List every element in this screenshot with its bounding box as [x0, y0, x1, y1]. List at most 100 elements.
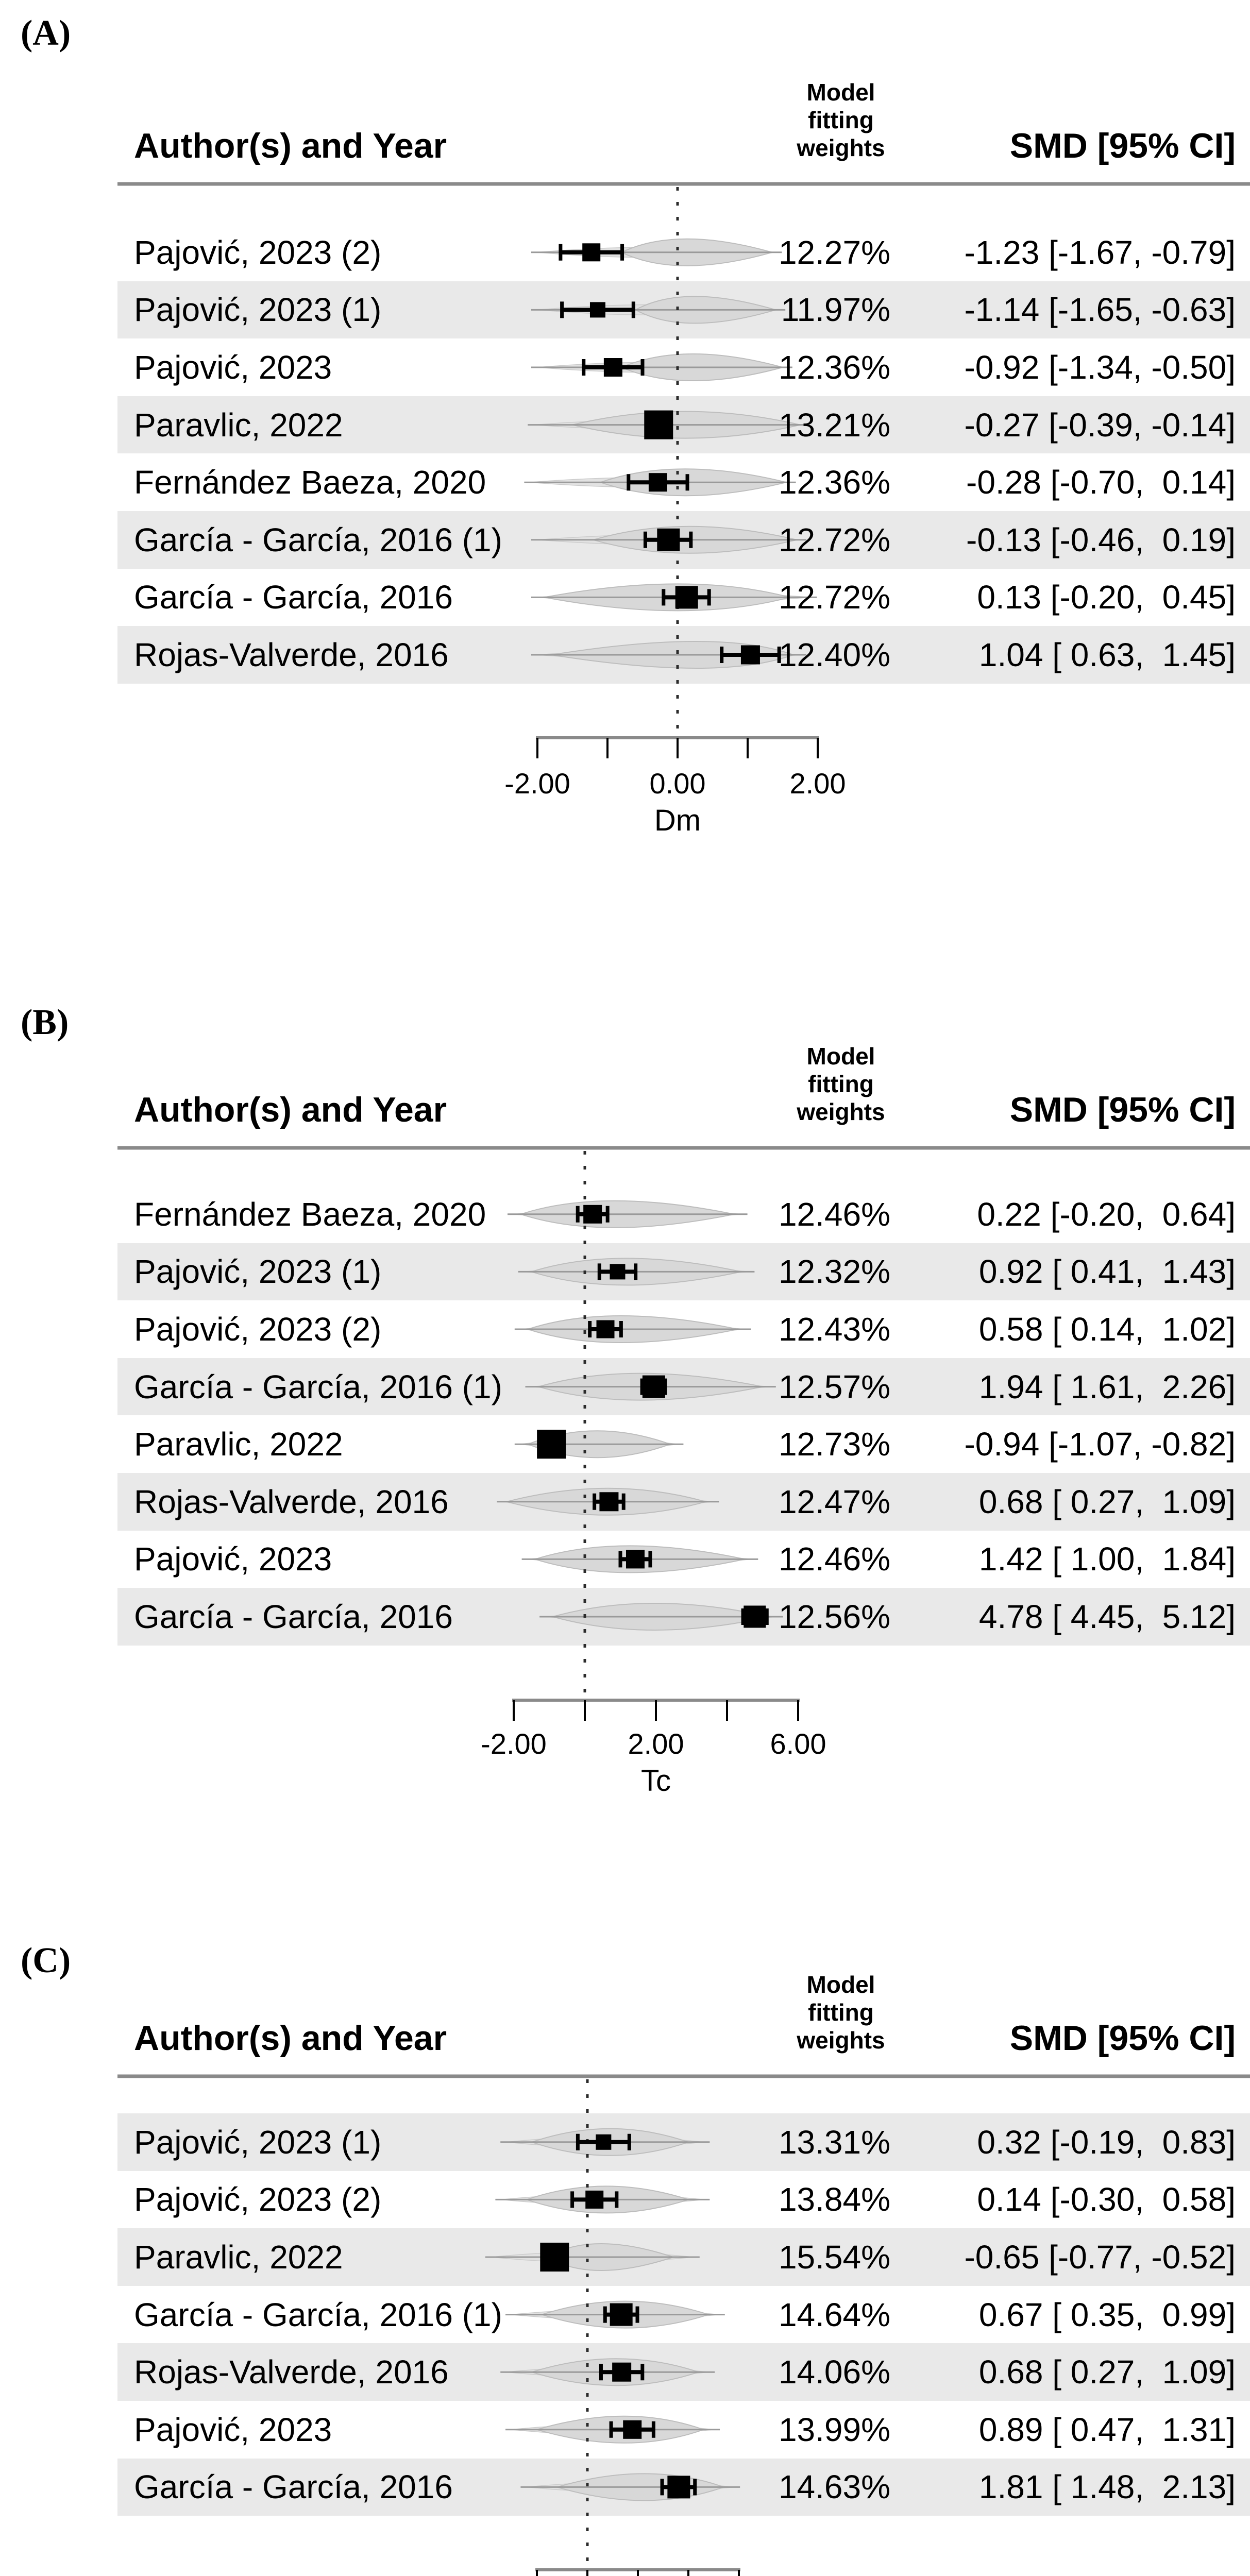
table-row: Pajović, 2023 (1) 11.97% -1.14 [-1.65, -0.… [0, 281, 1250, 339]
weight-value: 13.84% [778, 2181, 890, 2218]
forest-panel: (C) Author(s) and Year Model fitting weigh… [0, 1870, 1250, 2576]
smd-ci-column-header: SMD [95% CI] [1009, 126, 1236, 165]
axis-tick-label: 6.00 [770, 1727, 826, 1760]
confidence-interval [662, 586, 711, 609]
smd-ci-value: -1.23 [-1.67, -0.79] [964, 233, 1236, 271]
study-label: García - García, 2016 [134, 2468, 453, 2506]
confidence-interval [588, 1320, 623, 1338]
weight-value: 12.32% [778, 1253, 890, 1291]
study-label: García - García, 2016 (1) [134, 2296, 502, 2333]
weights-header-line: Model [806, 1043, 875, 1070]
table-row: Pajović, 2023 12.46% 1.42 [ 1.00, 1.84] [0, 1531, 1250, 1588]
table-row: Rojas-Valverde, 2016 14.06% 0.68 [ 0.27, 1… [0, 2343, 1250, 2401]
weight-value: 15.54% [778, 2238, 890, 2276]
confidence-interval [599, 2362, 645, 2382]
weight-value: 12.57% [778, 1368, 890, 1405]
weights-header-line: Model [806, 79, 875, 106]
confidence-interval [537, 1430, 566, 1459]
x-axis-title: Dm [654, 804, 701, 837]
weight-value: 11.97% [781, 291, 890, 329]
weight-value: 14.06% [778, 2353, 890, 2391]
confidence-interval [540, 2243, 569, 2272]
study-label: Pajović, 2023 (2) [134, 233, 382, 271]
weights-header-line: weights [797, 134, 885, 161]
table-row: Fernández Baeza, 2020 12.36% -0.28 [-0.70,… [0, 453, 1250, 511]
point-estimate-marker [585, 2190, 604, 2209]
table-row: Rojas-Valverde, 2016 12.47% 0.68 [ 0.27, 1… [0, 1473, 1250, 1531]
forest-plot-canvas: -2.00 2.00 6.00 Tc [117, 1146, 1250, 1798]
study-label: Rojas-Valverde, 2016 [134, 2353, 449, 2391]
table-row: García - García, 2016 (1) 14.64% 0.67 [ 0.… [0, 2286, 1250, 2344]
smd-ci-value: 0.68 [ 0.27, 1.09] [978, 2353, 1236, 2391]
confidence-interval [593, 1492, 626, 1512]
table-row: Pajović, 2023 (2) 12.27% -1.23 [-1.67, -0.… [0, 224, 1250, 281]
table-row: García - García, 2016 (1) 12.72% -0.13 [-0… [0, 511, 1250, 569]
study-label: Rojas-Valverde, 2016 [134, 1483, 449, 1520]
smd-ci-value: -0.94 [-1.07, -0.82] [964, 1426, 1236, 1463]
confidence-interval [644, 410, 673, 439]
table-row: Fernández Baeza, 2020 12.46% 0.22 [-0.20, … [0, 1185, 1250, 1243]
study-label: Pajović, 2023 (2) [134, 1310, 382, 1348]
confidence-interval [720, 645, 781, 665]
smd-ci-value: 0.22 [-0.20, 0.64] [977, 1195, 1236, 1233]
point-estimate-marker [583, 1205, 602, 1224]
weight-value: 12.40% [778, 636, 890, 673]
smd-ci-value: -0.92 [-1.34, -0.50] [964, 348, 1236, 386]
table-row: Paravlic, 2022 15.54% -0.65 [-0.77, -0.52] [0, 2228, 1250, 2286]
axis-tick-label: 0.00 [650, 767, 706, 800]
point-estimate-marker [599, 1492, 619, 1512]
weights-header-line: Model [806, 1971, 875, 1998]
study-label: Pajović, 2023 [134, 2411, 332, 2448]
table-row: Pajović, 2023 (1) 12.32% 0.92 [ 0.41, 1.43… [0, 1243, 1250, 1301]
weight-violin [528, 411, 810, 439]
weight-violin [524, 468, 796, 497]
confidence-interval [609, 2420, 655, 2439]
model-fitting-weights-column-header: Model fitting weights [712, 1971, 970, 2054]
weight-value: 13.31% [778, 2123, 890, 2161]
point-estimate-marker [675, 586, 698, 609]
point-estimate-marker [667, 2476, 690, 2499]
weight-violin [514, 1315, 751, 1343]
table-row: Paravlic, 2022 13.21% -0.27 [-0.39, -0.14] [0, 396, 1250, 454]
confidence-interval [559, 243, 624, 262]
point-estimate-marker [610, 2303, 633, 2326]
panel-letter: (C) [21, 1941, 71, 1980]
weights-header-line: fitting [808, 1999, 874, 2026]
confidence-interval [597, 1263, 638, 1280]
smd-ci-value: 0.92 [ 0.41, 1.43] [978, 1253, 1236, 1291]
point-estimate-marker [612, 2362, 632, 2382]
confidence-interval [640, 1375, 667, 1398]
x-axis: -2.00 0.00 2.00 Dm [504, 736, 846, 837]
forest-panel: (B) Author(s) and Year Model fitting weigh… [0, 902, 1250, 1870]
weights-header-line: fitting [808, 107, 874, 133]
study-label: Pajović, 2023 (1) [134, 1253, 382, 1291]
smd-ci-value: -0.27 [-0.39, -0.14] [964, 406, 1236, 444]
weight-value: 12.27% [778, 233, 890, 271]
smd-ci-value: 0.68 [ 0.27, 1.09] [978, 1483, 1236, 1520]
forest-plot-canvas: -1.001.003.00Td [117, 2074, 1250, 2576]
weight-value: 12.72% [778, 521, 890, 558]
smd-ci-value: -0.28 [-0.70, 0.14] [966, 464, 1236, 501]
smd-ci-column-header: SMD [95% CI] [1009, 1090, 1236, 1129]
panel-letter: (A) [21, 13, 71, 53]
weight-value: 13.99% [778, 2411, 890, 2448]
table-row: Pajović, 2023 (2) 13.84% 0.14 [-0.30, 0.58… [0, 2171, 1250, 2229]
model-fitting-weights-column-header: Model fitting weights [712, 1042, 970, 1126]
weight-value: 12.36% [778, 348, 890, 386]
study-label: García - García, 2016 [134, 579, 453, 616]
table-row: Paravlic, 2022 12.73% -0.94 [-1.07, -0.82] [0, 1415, 1250, 1473]
axis-tick-label: -2.00 [481, 1727, 547, 1760]
smd-ci-value: 0.13 [-0.20, 0.45] [977, 579, 1236, 616]
point-estimate-marker [644, 410, 673, 439]
axis-tick-label: 2.00 [628, 1727, 684, 1760]
confidence-interval [603, 2303, 639, 2326]
table-row: García - García, 2016 (1) 12.57% 1.94 [ 1.… [0, 1358, 1250, 1416]
confidence-interval [618, 1550, 652, 1569]
weight-value: 12.73% [778, 1426, 890, 1463]
weight-value: 12.72% [778, 579, 890, 616]
table-row: García - García, 2016 12.56% 4.78 [ 4.45, … [0, 1588, 1250, 1646]
table-row: Pajović, 2023 12.36% -0.92 [-1.34, -0.50] [0, 338, 1250, 396]
weight-violin [531, 353, 792, 381]
confidence-interval [643, 528, 693, 551]
